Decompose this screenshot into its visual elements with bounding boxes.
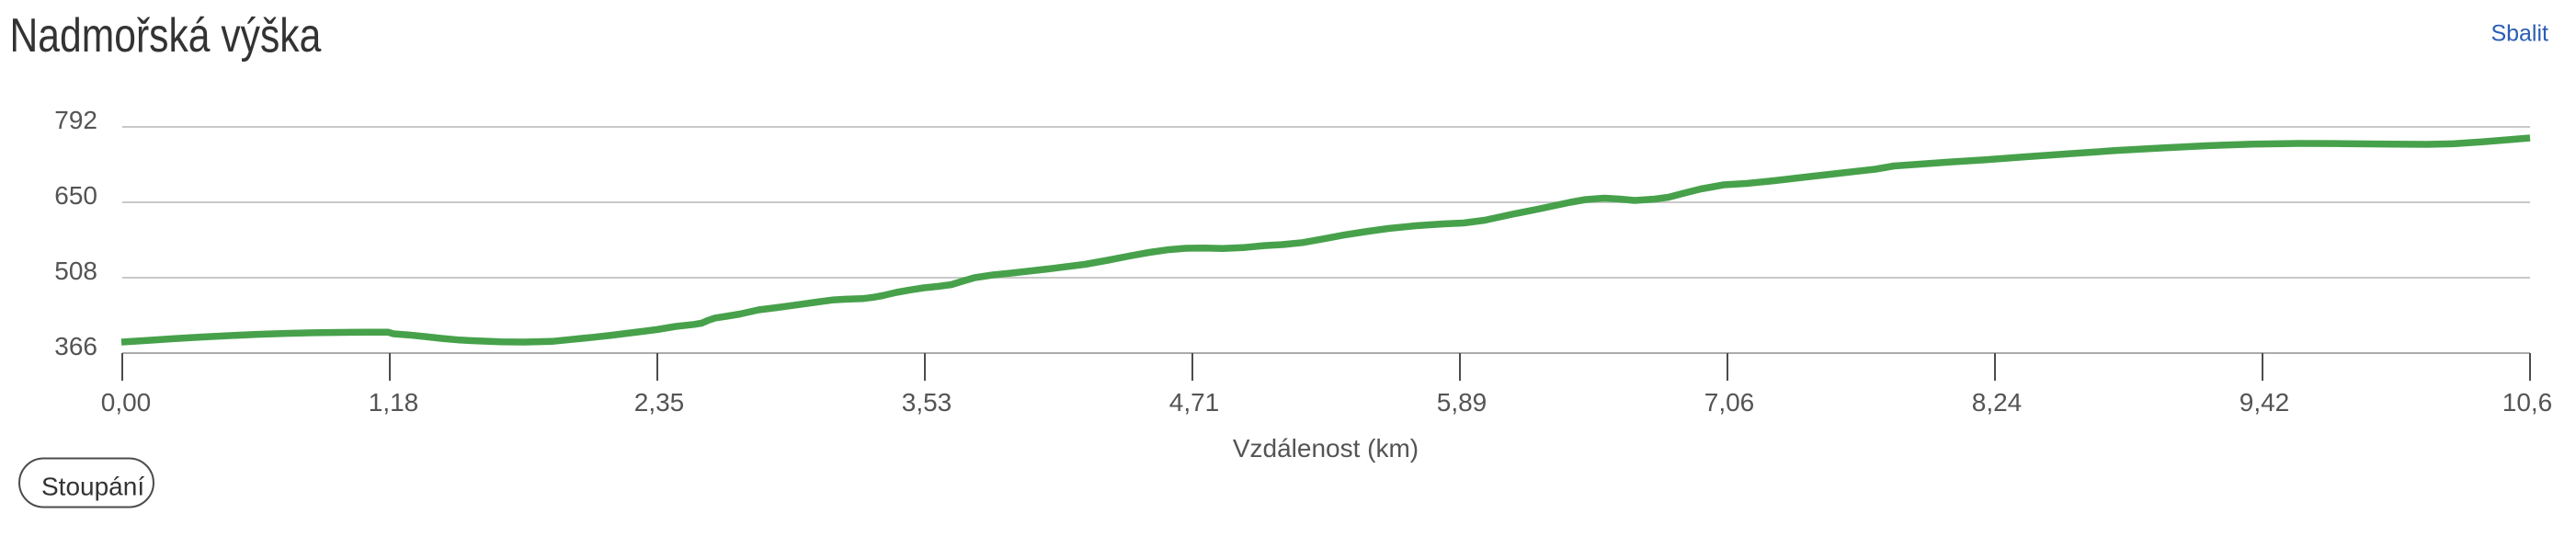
- svg-text:5,89: 5,89: [1437, 388, 1487, 417]
- svg-text:0,00: 0,00: [101, 388, 152, 417]
- svg-text:366: 366: [54, 332, 97, 360]
- svg-text:8,24: 8,24: [1972, 388, 2023, 417]
- svg-text:792: 792: [54, 106, 97, 134]
- svg-text:10,6: 10,6: [2502, 388, 2553, 417]
- svg-text:7,06: 7,06: [1704, 388, 1755, 417]
- svg-text:650: 650: [54, 181, 97, 210]
- svg-text:1,18: 1,18: [369, 388, 419, 417]
- svg-text:9,42: 9,42: [2240, 388, 2290, 417]
- svg-text:4,71: 4,71: [1169, 388, 1220, 417]
- svg-text:508: 508: [54, 257, 97, 285]
- svg-text:Sbalit: Sbalit: [2491, 21, 2548, 47]
- svg-text:Nadmořská výška: Nadmořská výška: [10, 9, 322, 63]
- svg-text:Stoupání: Stoupání: [41, 473, 144, 501]
- svg-text:Vzdálenost (km): Vzdálenost (km): [1233, 434, 1419, 463]
- svg-text:3,53: 3,53: [902, 388, 952, 417]
- svg-text:2,35: 2,35: [634, 388, 685, 417]
